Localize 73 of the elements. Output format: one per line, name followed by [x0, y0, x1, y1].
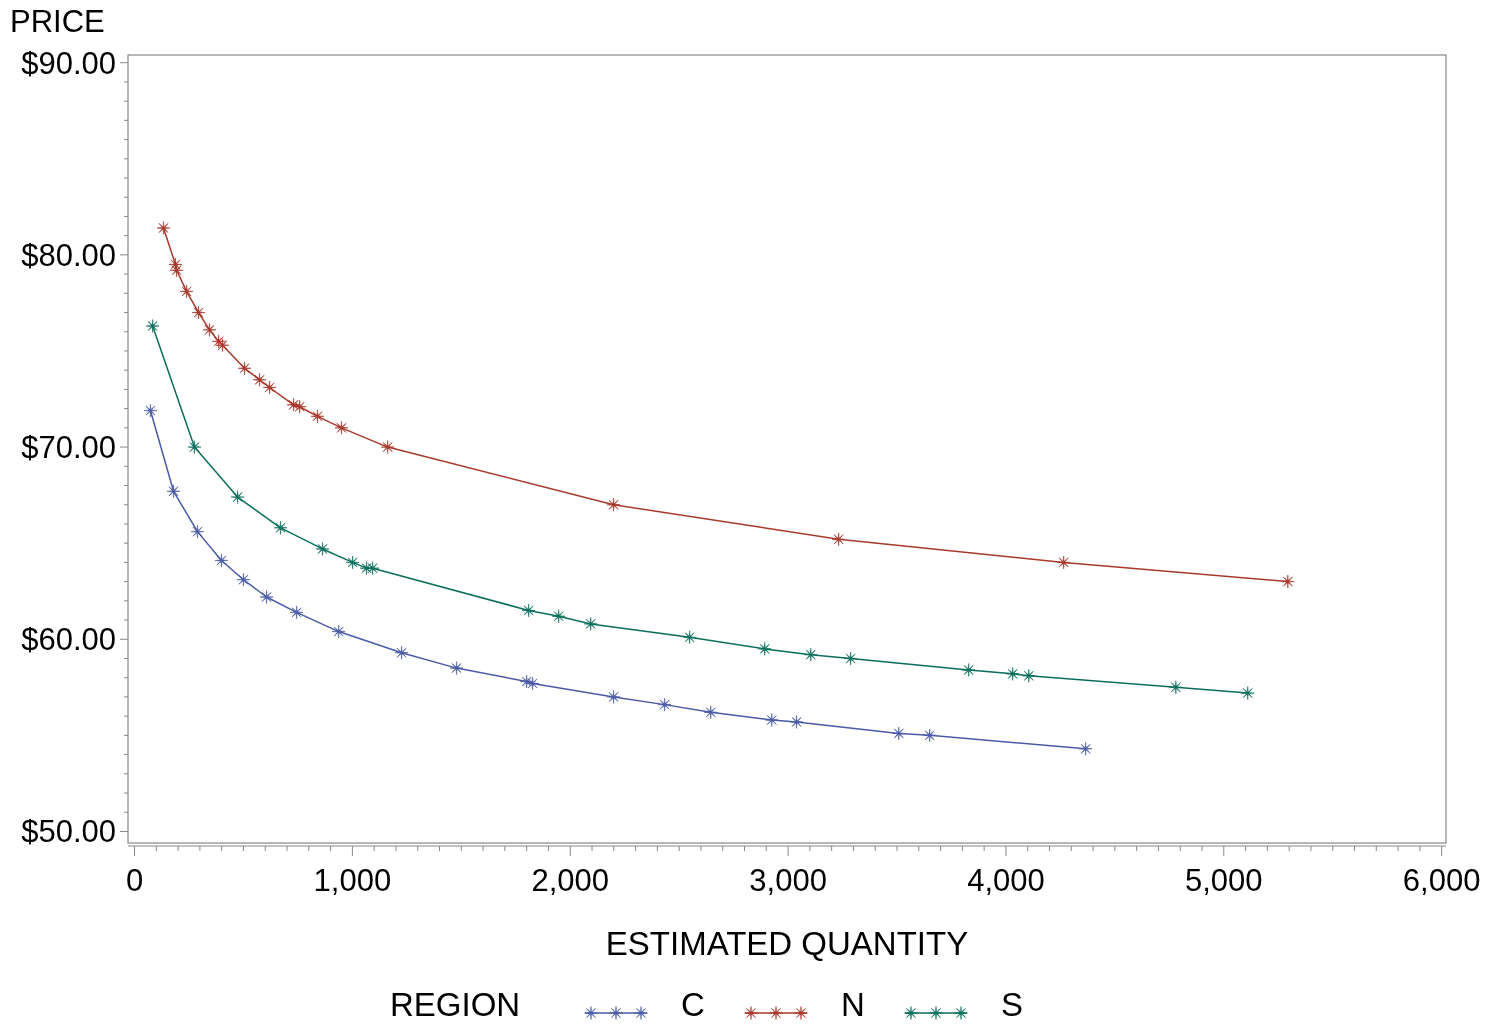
point — [1005, 667, 1020, 681]
point — [757, 642, 772, 656]
point — [682, 630, 697, 645]
point — [831, 532, 846, 547]
point — [1022, 668, 1036, 683]
point — [345, 555, 360, 570]
point — [214, 553, 229, 568]
point — [202, 323, 217, 337]
point — [237, 361, 252, 376]
x-tick-label: 2,000 — [531, 863, 610, 898]
point — [236, 572, 251, 587]
point — [156, 221, 171, 235]
point — [315, 542, 330, 556]
x-tick-label: 3,000 — [749, 863, 827, 898]
point — [521, 603, 536, 618]
point — [191, 305, 206, 320]
y-tick-label: $50.00 — [21, 814, 116, 850]
point — [961, 663, 976, 677]
x-tick-label: 5,000 — [1185, 863, 1263, 898]
point — [1169, 680, 1183, 695]
point — [1056, 555, 1071, 570]
x-tick-label: 1,000 — [313, 863, 392, 898]
legend-label: S — [1001, 986, 1024, 1023]
legend-label: N — [841, 986, 865, 1023]
point — [606, 497, 621, 512]
y-tick-label: $60.00 — [21, 622, 116, 658]
point — [365, 561, 380, 575]
legend-label: C — [681, 986, 705, 1023]
point — [1240, 686, 1255, 700]
point — [252, 373, 267, 387]
y-tick-label: $90.00 — [21, 45, 116, 81]
point — [310, 409, 325, 424]
point — [525, 676, 540, 691]
point — [289, 605, 304, 620]
point — [1281, 574, 1295, 589]
point — [215, 338, 230, 353]
legend-title: REGION — [390, 986, 521, 1023]
point — [551, 609, 566, 624]
point — [262, 380, 277, 395]
point — [143, 403, 158, 418]
point — [891, 726, 906, 741]
x-tick-label: 0 — [125, 863, 144, 898]
point — [922, 728, 937, 743]
point — [703, 705, 718, 720]
point — [606, 690, 621, 704]
point — [179, 284, 194, 299]
y-axis-title: PRICE — [10, 4, 105, 39]
point — [169, 263, 184, 278]
point — [394, 645, 409, 660]
x-axis-title: ESTIMATED QUANTITY — [605, 925, 969, 962]
x-tick-label: 4,000 — [967, 863, 1045, 898]
point — [789, 715, 804, 729]
point — [843, 651, 858, 666]
x-tick-label: 6,000 — [1402, 863, 1481, 898]
point — [230, 490, 245, 504]
point — [145, 319, 160, 333]
point — [190, 524, 205, 539]
point — [449, 661, 464, 675]
point — [380, 440, 395, 454]
point — [657, 697, 672, 712]
y-tick-label: $70.00 — [21, 429, 116, 465]
point — [187, 440, 202, 454]
point — [166, 484, 181, 499]
point — [334, 421, 349, 435]
point — [583, 617, 598, 631]
point — [292, 399, 307, 414]
point — [803, 647, 818, 662]
point — [273, 521, 288, 535]
point — [1078, 742, 1093, 756]
y-tick-label: $80.00 — [21, 237, 116, 273]
point — [331, 624, 346, 639]
point — [259, 590, 274, 604]
point — [764, 713, 779, 727]
